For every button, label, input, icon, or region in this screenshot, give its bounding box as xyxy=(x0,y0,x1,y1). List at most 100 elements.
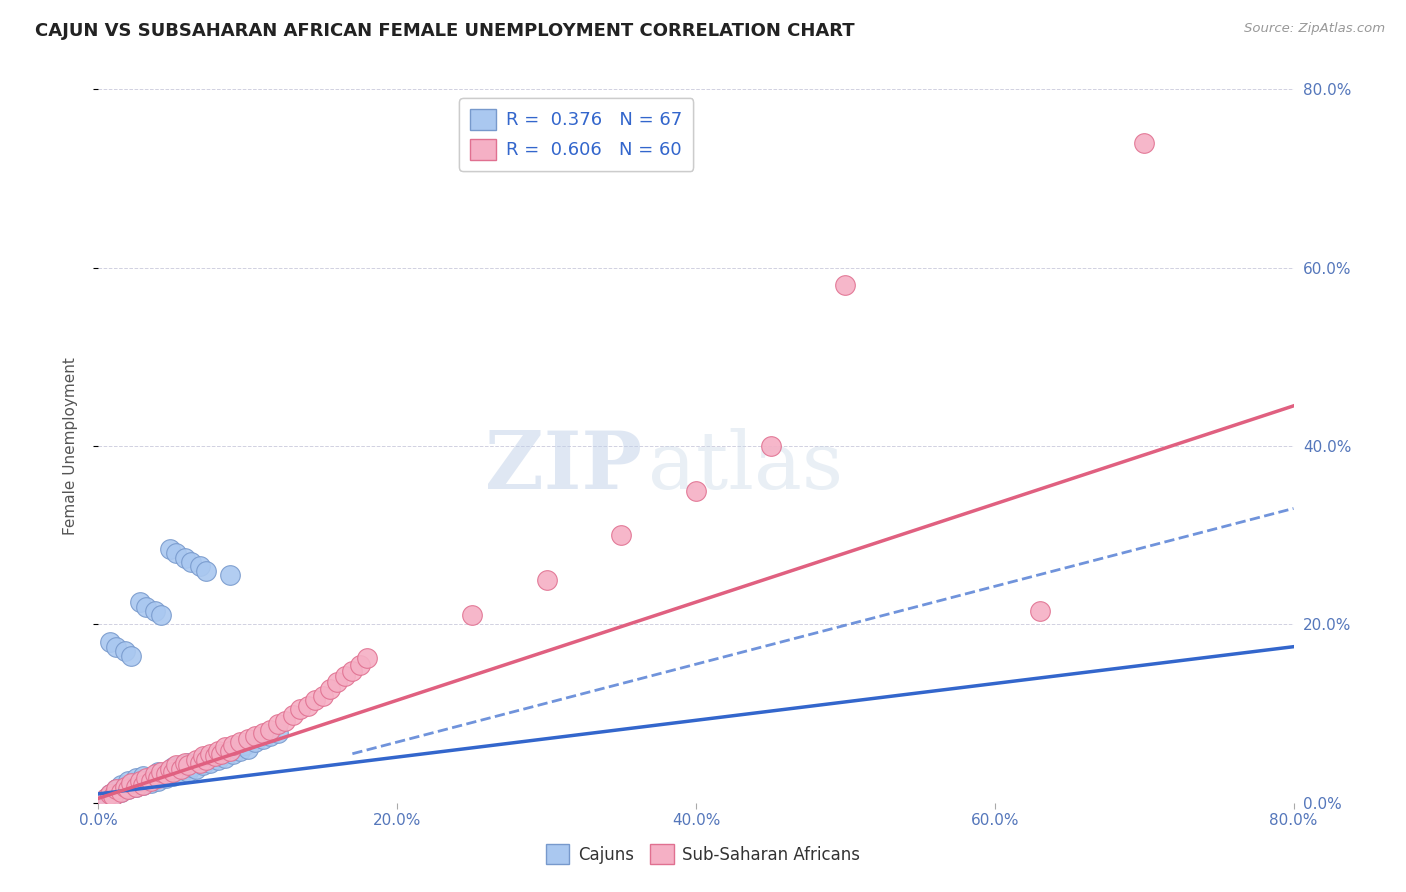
Point xyxy=(94,791,117,805)
Point xyxy=(222,738,245,752)
Point xyxy=(159,762,181,776)
Point xyxy=(174,762,197,776)
Point xyxy=(267,726,290,740)
Point xyxy=(304,693,326,707)
Point xyxy=(135,773,157,788)
Point xyxy=(155,771,177,785)
Point xyxy=(319,681,342,696)
Point xyxy=(311,689,333,703)
Point xyxy=(174,756,197,770)
Point xyxy=(236,742,259,756)
Point xyxy=(188,756,211,770)
Point xyxy=(207,753,229,767)
Text: ZIP: ZIP xyxy=(485,428,643,507)
Point xyxy=(120,648,142,663)
Point xyxy=(117,782,139,797)
Point xyxy=(207,744,229,758)
Y-axis label: Female Unemployment: Female Unemployment xyxy=(63,357,77,535)
Point xyxy=(177,756,200,770)
Point xyxy=(195,753,218,767)
Point xyxy=(139,776,162,790)
Point xyxy=(195,564,218,578)
Point xyxy=(184,753,207,767)
Point xyxy=(204,749,226,764)
Point xyxy=(1133,136,1156,150)
Point xyxy=(129,776,152,790)
Point xyxy=(214,740,236,755)
Point xyxy=(180,760,202,774)
Point xyxy=(333,669,356,683)
Point xyxy=(274,714,297,728)
Point xyxy=(159,764,181,779)
Point xyxy=(759,439,782,453)
Point xyxy=(159,541,181,556)
Point xyxy=(100,787,122,801)
Point xyxy=(120,778,142,792)
Point xyxy=(245,735,267,749)
Text: Source: ZipAtlas.com: Source: ZipAtlas.com xyxy=(1244,22,1385,36)
Point xyxy=(1028,604,1050,618)
Point xyxy=(148,773,170,788)
Point xyxy=(188,756,211,770)
Point xyxy=(233,738,256,752)
Point xyxy=(94,791,117,805)
Point xyxy=(150,608,173,623)
Point xyxy=(132,769,155,783)
Point xyxy=(267,717,290,731)
Point xyxy=(148,771,170,785)
Point xyxy=(135,771,157,785)
Point xyxy=(225,740,247,755)
Point xyxy=(169,762,191,776)
Point xyxy=(162,760,184,774)
Point xyxy=(259,723,281,737)
Point xyxy=(259,729,281,743)
Point xyxy=(219,568,242,582)
Point xyxy=(214,751,236,765)
Point xyxy=(342,664,364,678)
Point xyxy=(125,780,148,794)
Point xyxy=(281,708,304,723)
Point xyxy=(114,780,136,794)
Point xyxy=(120,776,142,790)
Point xyxy=(110,778,132,792)
Point xyxy=(191,749,214,764)
Point xyxy=(191,758,214,772)
Point xyxy=(536,573,558,587)
Point xyxy=(150,764,173,779)
Point xyxy=(222,747,245,761)
Point xyxy=(174,550,197,565)
Point xyxy=(117,773,139,788)
Point xyxy=(200,747,222,761)
Point xyxy=(155,767,177,781)
Point xyxy=(169,758,191,772)
Point xyxy=(110,785,132,799)
Point xyxy=(100,635,122,649)
Point xyxy=(114,644,136,658)
Point xyxy=(252,726,274,740)
Point xyxy=(219,744,242,758)
Point xyxy=(129,595,152,609)
Point xyxy=(105,640,128,654)
Point xyxy=(209,747,232,761)
Point xyxy=(461,608,484,623)
Point xyxy=(200,756,222,770)
Point xyxy=(204,749,226,764)
Point xyxy=(125,771,148,785)
Point xyxy=(326,675,349,690)
Point xyxy=(685,483,707,498)
Point xyxy=(103,789,125,803)
Point xyxy=(191,751,214,765)
Point xyxy=(132,778,155,792)
Point xyxy=(129,773,152,788)
Point xyxy=(229,735,252,749)
Point xyxy=(135,599,157,614)
Point xyxy=(105,782,128,797)
Point xyxy=(610,528,633,542)
Point xyxy=(110,785,132,799)
Point xyxy=(177,758,200,772)
Legend: R =  0.376   N = 67, R =  0.606   N = 60: R = 0.376 N = 67, R = 0.606 N = 60 xyxy=(460,98,693,170)
Point xyxy=(100,787,122,801)
Point xyxy=(288,702,311,716)
Point xyxy=(245,729,267,743)
Point xyxy=(219,744,242,758)
